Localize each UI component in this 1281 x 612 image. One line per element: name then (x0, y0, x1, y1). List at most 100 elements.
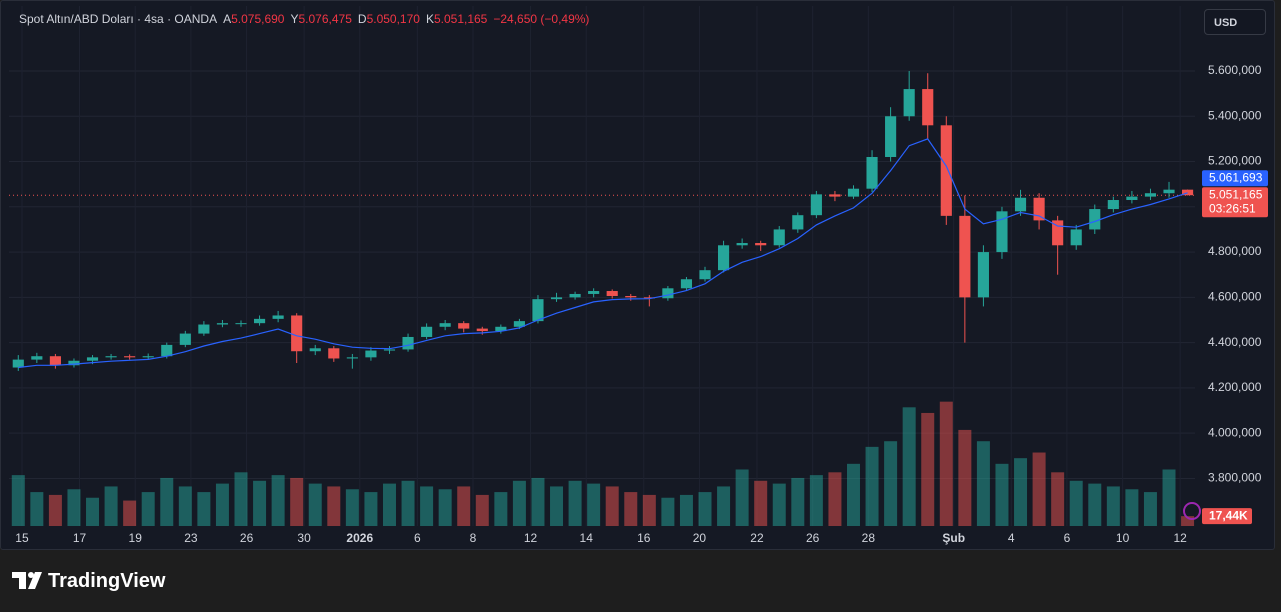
candle-body (588, 291, 600, 294)
volume-bar (382, 483, 396, 526)
candle-body (829, 194, 841, 197)
volume-tag (1202, 508, 1252, 525)
x-tick-label: 8 (470, 531, 477, 545)
volume-bar (809, 475, 823, 526)
candle-body (1107, 200, 1119, 210)
candle-body (922, 89, 934, 126)
volume-bar (1125, 489, 1139, 526)
x-tick-label: 17 (73, 531, 87, 545)
legend: Spot Altın/ABD Doları · 4sa · OANDA A5.07… (19, 12, 589, 26)
volume-bar (995, 463, 1009, 526)
volume-bar (735, 469, 749, 526)
ema-line (18, 138, 1188, 369)
candle-body (161, 344, 173, 357)
x-tick-label: 30 (297, 531, 311, 545)
y-tick-label: 5.400,000 (1208, 108, 1262, 122)
x-tick-label: 20 (693, 531, 707, 545)
candle-body (773, 229, 785, 246)
volume-bar (679, 494, 693, 526)
candle-body (86, 357, 99, 361)
candle-body (903, 89, 915, 117)
candle-body (866, 156, 878, 189)
y-tick-label: 4.800,000 (1208, 244, 1262, 258)
candle-body (421, 326, 433, 337)
ohlc-value: 5.076,475 (298, 12, 352, 26)
ohlc-key: Y (290, 12, 299, 26)
candle-body (476, 328, 488, 332)
candle-body (1070, 229, 1082, 246)
volume-bar (1162, 469, 1176, 526)
candle-body (1052, 220, 1064, 246)
candle-body (1033, 197, 1045, 221)
volume-bar (364, 492, 378, 526)
candle-body (662, 288, 674, 299)
ohlc-value: 5.075,690 (231, 12, 285, 26)
candle-body (1014, 197, 1027, 212)
chart-panel: 3.800,000 4.000,000 4.200,000 4.400,000 4.60… (0, 0, 1275, 550)
volume-bar (215, 483, 229, 526)
volume-bar (457, 486, 471, 526)
volume-bar (846, 463, 860, 526)
candle-body (458, 323, 470, 329)
volume-bar (178, 486, 192, 526)
volume-bar (160, 477, 174, 526)
candle-body (328, 348, 340, 359)
ema-tag-label: 5.061,693 (1209, 170, 1263, 184)
candle-body (365, 350, 377, 358)
volume-bar (1069, 480, 1083, 526)
y-tick-label: 3.800,000 (1208, 471, 1262, 485)
y-tick-label: 4.200,000 (1208, 380, 1262, 394)
volume-bar (123, 500, 137, 526)
candle-body (959, 215, 971, 298)
y-tick-label: 5.600,000 (1208, 63, 1262, 77)
candle-body (1089, 209, 1101, 230)
volume-bar (1051, 472, 1065, 526)
candle-body (346, 357, 358, 359)
volume-bar (48, 494, 62, 526)
y-tick-label: 5.200,000 (1208, 154, 1262, 168)
candle-body (569, 293, 581, 298)
volume-bar (234, 472, 248, 526)
currency-button[interactable]: USD (1204, 9, 1266, 35)
ohlc-key: A (223, 12, 232, 26)
volume-bar (290, 477, 304, 526)
candle-body (31, 356, 43, 360)
x-tick-label: 22 (750, 531, 764, 545)
candle-body (198, 324, 210, 334)
y-tick-label: 4.000,000 (1208, 425, 1262, 439)
volume-bar (141, 492, 155, 526)
candle-body (550, 297, 563, 300)
volume-bar (717, 486, 731, 526)
volume-bar (939, 401, 953, 526)
x-tick-label: 2026 (346, 531, 373, 545)
ema-tag (1202, 170, 1268, 187)
volume-bar (642, 494, 656, 526)
volume-icon (1183, 502, 1201, 520)
volume-bar (921, 412, 935, 526)
candle-body (495, 326, 507, 332)
x-tick-label: 4 (1008, 531, 1015, 545)
candle-body (736, 243, 748, 246)
volume-bar (587, 483, 601, 526)
volume-tag-label: 17,44K (1209, 508, 1248, 522)
volume-bar (1181, 516, 1195, 526)
candle-body (12, 359, 24, 368)
candle-body (977, 252, 989, 298)
x-tick-label: 28 (862, 531, 876, 545)
candle-body (643, 297, 655, 299)
volume-bar (308, 483, 322, 526)
ohlc-key: K (425, 12, 434, 26)
candle-body (142, 356, 154, 358)
x-tick-label: 19 (129, 531, 143, 545)
price-tag-label: 5.051,165 (1209, 187, 1263, 201)
volume-bar (420, 486, 434, 526)
volume-bar (1088, 483, 1102, 526)
candle-body (625, 295, 637, 298)
candle-body (996, 211, 1008, 253)
volume-bar (11, 475, 25, 526)
candle-body (291, 315, 303, 352)
volume-bar (828, 472, 842, 526)
volume-bar (624, 492, 638, 526)
countdown: 03:26:51 (1209, 201, 1256, 215)
